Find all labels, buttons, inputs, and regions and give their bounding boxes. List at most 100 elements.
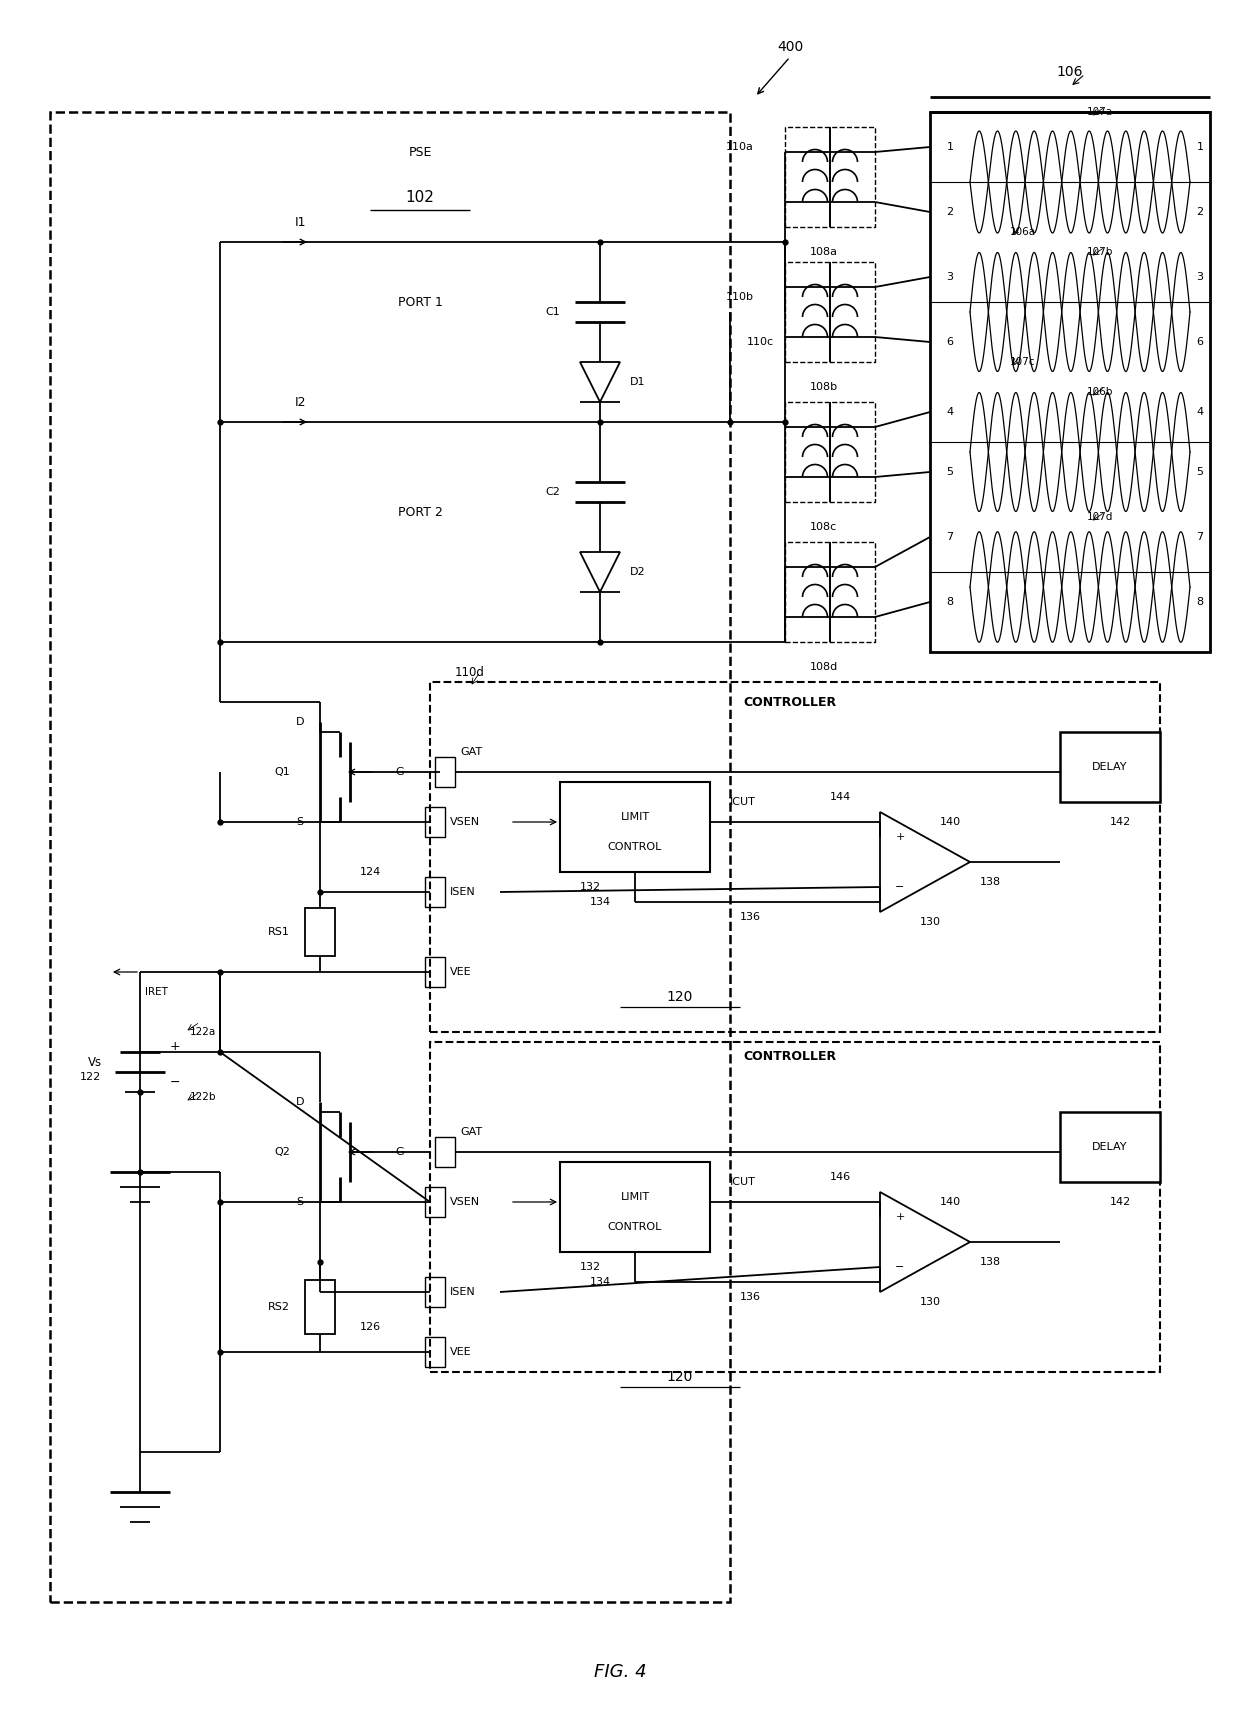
Text: CONTROLLER: CONTROLLER: [744, 1051, 837, 1063]
Text: PORT 1: PORT 1: [398, 296, 443, 308]
Text: 5: 5: [1197, 468, 1204, 476]
Text: ICUT: ICUT: [730, 1178, 756, 1186]
Text: PORT 2: PORT 2: [398, 506, 443, 518]
Text: 102: 102: [405, 189, 434, 204]
Bar: [435, 757, 455, 786]
Bar: [425, 1337, 445, 1367]
Text: 5: 5: [946, 468, 954, 476]
Text: 110c: 110c: [746, 338, 774, 346]
Text: ICUT: ICUT: [730, 797, 756, 807]
Bar: [560, 1162, 711, 1252]
Bar: [1060, 1112, 1159, 1181]
Text: Q2: Q2: [274, 1147, 290, 1157]
Text: 122a: 122a: [190, 1027, 216, 1037]
Text: DELAY: DELAY: [1092, 762, 1127, 772]
Text: 140: 140: [940, 818, 961, 826]
Text: 107c: 107c: [1011, 357, 1035, 367]
Text: CONTROLLER: CONTROLLER: [744, 696, 837, 708]
Text: 136: 136: [739, 1292, 760, 1302]
Text: 1: 1: [946, 142, 954, 152]
Text: 136: 136: [739, 913, 760, 921]
Text: −: −: [895, 882, 905, 892]
Text: PSE: PSE: [408, 145, 432, 159]
Text: 8: 8: [946, 598, 954, 606]
Text: LIMIT: LIMIT: [620, 1192, 650, 1202]
Text: D2: D2: [630, 566, 646, 577]
Text: 106b: 106b: [1086, 386, 1114, 397]
Text: 7: 7: [946, 532, 954, 542]
Bar: [785, 262, 875, 362]
Text: C2: C2: [546, 487, 560, 497]
Text: 400: 400: [777, 40, 804, 54]
Text: 107a: 107a: [1087, 107, 1114, 118]
Text: IRET: IRET: [145, 987, 167, 998]
Text: 126: 126: [360, 1322, 381, 1332]
Text: 132: 132: [579, 1263, 600, 1271]
Bar: [425, 1276, 445, 1308]
Text: 1: 1: [1197, 142, 1204, 152]
Text: 107d: 107d: [1086, 513, 1114, 521]
Text: 142: 142: [1110, 818, 1131, 826]
Text: 110a: 110a: [727, 142, 754, 152]
Bar: [560, 783, 711, 871]
Text: I2: I2: [294, 395, 306, 409]
Text: VSEN: VSEN: [450, 818, 480, 826]
Text: CONTROL: CONTROL: [608, 842, 662, 852]
Text: ISEN: ISEN: [450, 1287, 476, 1297]
Text: 2: 2: [946, 208, 954, 216]
Text: 110d: 110d: [455, 665, 485, 679]
Text: 142: 142: [1110, 1197, 1131, 1207]
Text: S: S: [296, 818, 304, 826]
Text: RS2: RS2: [268, 1302, 290, 1313]
Text: ISEN: ISEN: [450, 887, 476, 897]
Bar: [785, 402, 875, 502]
Text: 6: 6: [946, 338, 954, 346]
Text: 108c: 108c: [810, 521, 837, 532]
Text: 108a: 108a: [810, 248, 838, 256]
Bar: [425, 807, 445, 837]
Text: 138: 138: [980, 876, 1001, 887]
Bar: [435, 1136, 455, 1167]
Text: Vs: Vs: [88, 1055, 102, 1069]
Text: 106a: 106a: [1011, 227, 1037, 237]
Bar: [50, 113, 730, 1602]
Text: S: S: [296, 1197, 304, 1207]
Text: LIMIT: LIMIT: [620, 812, 650, 823]
Text: 134: 134: [589, 1276, 610, 1287]
Text: +: +: [895, 1212, 905, 1223]
Text: 120: 120: [667, 1370, 693, 1384]
Text: 144: 144: [830, 792, 851, 802]
Text: G: G: [396, 767, 404, 778]
Text: GAT: GAT: [460, 746, 482, 757]
Text: 7: 7: [1197, 532, 1204, 542]
Bar: [785, 542, 875, 643]
Text: +: +: [170, 1041, 180, 1053]
Text: 110b: 110b: [725, 293, 754, 301]
Text: VEE: VEE: [450, 1347, 471, 1356]
Bar: [305, 908, 335, 956]
Text: 4: 4: [946, 407, 954, 417]
Text: 122b: 122b: [190, 1091, 217, 1102]
Text: 124: 124: [360, 868, 381, 876]
Bar: [430, 682, 1159, 1032]
Text: 140: 140: [940, 1197, 961, 1207]
Text: 2: 2: [1197, 208, 1204, 216]
Text: 132: 132: [579, 882, 600, 892]
Text: Q1: Q1: [274, 767, 290, 778]
Bar: [305, 1280, 335, 1334]
Text: VEE: VEE: [450, 966, 471, 977]
Bar: [930, 113, 1210, 651]
Text: 107b: 107b: [1086, 248, 1114, 256]
Text: −: −: [895, 1263, 905, 1271]
Text: VSEN: VSEN: [450, 1197, 480, 1207]
Text: 146: 146: [830, 1173, 851, 1181]
Text: 106: 106: [1056, 66, 1084, 80]
Bar: [430, 1043, 1159, 1372]
Text: DELAY: DELAY: [1092, 1141, 1127, 1152]
Text: I1: I1: [294, 215, 306, 229]
Text: 130: 130: [920, 916, 940, 927]
Text: G: G: [396, 1147, 404, 1157]
Text: D: D: [296, 1096, 304, 1107]
Text: 122: 122: [79, 1072, 100, 1082]
Text: 3: 3: [1197, 272, 1204, 282]
